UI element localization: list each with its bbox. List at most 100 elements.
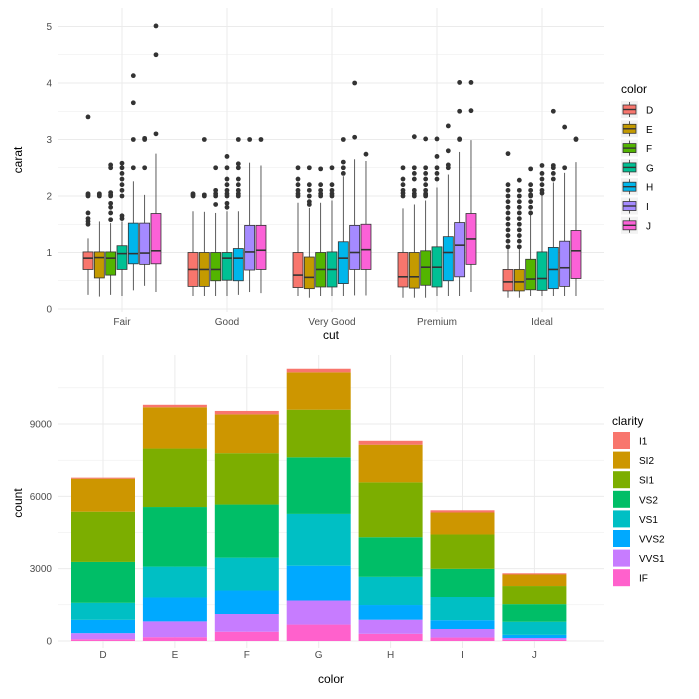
bar-segment-J-SI1 (502, 586, 567, 605)
bar-segment-J-SI2 (502, 574, 567, 587)
outlier-point (119, 160, 125, 166)
box-very-good-G (326, 165, 338, 297)
outlier-point (130, 137, 136, 142)
outlier-point (516, 216, 522, 222)
box (360, 223, 372, 270)
legend: clarity I1 SI2 SI1 VS2 VS1 VVS2 VVS1 IF (612, 414, 665, 587)
legend-label: VVS2 (639, 535, 665, 546)
box (303, 256, 315, 290)
outlier-point (528, 182, 534, 188)
outlier-point (528, 192, 534, 198)
legend-key (613, 530, 630, 547)
outlier-point (108, 190, 114, 196)
box-very-good-D (292, 165, 304, 297)
outlier-point (108, 200, 114, 206)
outlier-point (235, 161, 241, 167)
outlier-point (505, 187, 511, 193)
box-ideal-J (570, 136, 582, 297)
bar-segment-E-SI2 (142, 407, 207, 449)
y-tick-label: 6000 (30, 492, 53, 503)
outlier-point (445, 123, 451, 129)
outlier-point (516, 193, 522, 199)
outlier-point (224, 176, 230, 182)
box (232, 248, 244, 282)
bar-segment-F-VVS1 (214, 614, 279, 632)
box (210, 252, 222, 282)
outlier-point (550, 163, 556, 168)
outlier-point (434, 171, 440, 176)
outlier-point (340, 159, 346, 165)
outlier-point (505, 199, 511, 205)
outlier-point (153, 52, 159, 58)
legend-key (613, 471, 630, 489)
bar-segment-I-I1 (430, 510, 495, 513)
outlier-point (329, 187, 335, 193)
outlier-point (119, 193, 125, 199)
outlier-point (235, 187, 241, 193)
bar-segment-F-VS2 (214, 504, 279, 558)
outlier-point (516, 227, 522, 233)
outlier-point (423, 136, 429, 142)
box (105, 251, 117, 276)
x-tick-label: Very Good (308, 317, 355, 328)
outlier-point (528, 199, 534, 205)
outlier-point (295, 165, 301, 171)
outlier-point (573, 136, 579, 142)
outlier-point (539, 182, 545, 188)
outlier-point (445, 148, 451, 154)
bar-segment-H-VS1 (358, 576, 423, 606)
bar-segment-D-SI1 (71, 511, 135, 562)
box (349, 224, 361, 270)
box-good-D (187, 191, 199, 297)
outlier-point (445, 162, 451, 168)
outlier-point (119, 213, 125, 219)
outlier-point (224, 204, 230, 210)
bar-segment-H-SI2 (358, 444, 423, 483)
outlier-point (108, 210, 114, 216)
legend-label: E (646, 125, 653, 136)
outlier-point (423, 182, 429, 188)
outlier-point (85, 114, 91, 120)
outlier-point (295, 182, 301, 188)
bar-segment-D-VS2 (71, 561, 135, 603)
outlier-point (130, 165, 136, 171)
legend-label: D (646, 106, 653, 117)
outlier-point (306, 187, 312, 193)
box-ideal-H (547, 108, 559, 297)
outlier-point (434, 165, 440, 171)
outlier-point (562, 124, 568, 130)
outlier-point (516, 210, 522, 216)
outlier-point (224, 154, 230, 159)
outlier-point (505, 151, 511, 157)
outlier-point (516, 204, 522, 210)
bar-segment-F-VS1 (214, 557, 279, 591)
bar-segment-D-VS1 (71, 602, 135, 620)
outlier-point (457, 108, 463, 114)
bar-segment-G-SI1 (286, 409, 351, 458)
box (420, 250, 432, 286)
outlier-point (201, 137, 207, 142)
bar-segment-I-VVS1 (430, 628, 495, 638)
outlier-point (505, 216, 511, 222)
outlier-point (142, 165, 148, 171)
outlier-point (306, 193, 312, 199)
outlier-point (318, 166, 324, 172)
box (116, 245, 128, 270)
bar-segment-I-VVS2 (430, 620, 495, 629)
outlier-point (119, 187, 125, 193)
legend-label: SI2 (639, 456, 654, 467)
box (559, 240, 571, 287)
bar-segment-G-SI2 (286, 372, 351, 410)
legend-key (613, 569, 630, 587)
outlier-point (411, 176, 417, 182)
outlier-point (434, 176, 440, 182)
outlier-point (340, 137, 346, 142)
outlier-point (516, 177, 522, 183)
x-tick-label: Premium (417, 317, 457, 328)
box-ideal-E (513, 177, 525, 298)
box-ideal-F (525, 166, 537, 297)
box (454, 222, 466, 278)
outlier-point (539, 176, 545, 182)
box-premium-I (454, 80, 466, 297)
legend-label: H (646, 183, 653, 194)
